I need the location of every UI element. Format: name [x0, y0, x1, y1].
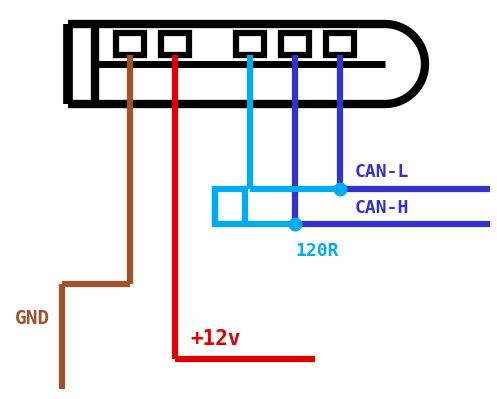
Bar: [236, 33, 264, 55]
Bar: [281, 33, 309, 55]
Text: CAN-H: CAN-H: [355, 199, 410, 217]
Bar: [161, 33, 189, 55]
Bar: [116, 33, 144, 55]
Bar: [326, 33, 354, 55]
Bar: [215, 189, 245, 224]
Text: 120R: 120R: [295, 242, 338, 260]
Text: CAN-L: CAN-L: [355, 163, 410, 181]
Text: GND: GND: [15, 310, 50, 328]
Text: +12v: +12v: [190, 329, 241, 349]
